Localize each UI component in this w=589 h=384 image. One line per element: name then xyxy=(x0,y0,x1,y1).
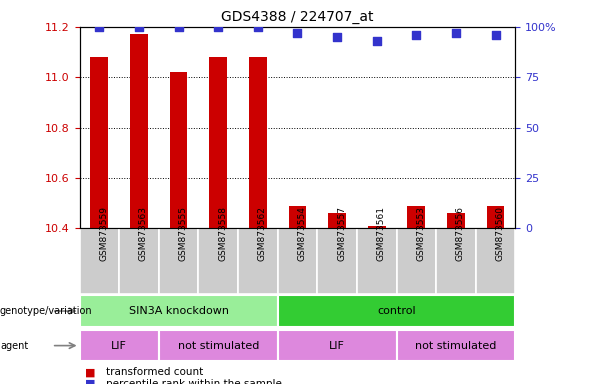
Bar xyxy=(368,226,386,228)
Point xyxy=(213,24,223,30)
Text: GSM873555: GSM873555 xyxy=(178,206,187,261)
Text: LIF: LIF xyxy=(111,341,127,351)
Bar xyxy=(159,330,277,361)
Point xyxy=(174,24,183,30)
Text: GSM873561: GSM873561 xyxy=(377,206,386,261)
Text: genotype/variation: genotype/variation xyxy=(0,306,92,316)
Text: GSM873556: GSM873556 xyxy=(456,206,465,261)
Bar xyxy=(80,296,277,326)
Bar xyxy=(328,214,346,228)
Bar xyxy=(476,228,515,294)
Bar xyxy=(249,57,267,228)
Bar xyxy=(277,296,515,326)
Point xyxy=(134,24,144,30)
Bar xyxy=(159,228,198,294)
Bar xyxy=(357,228,396,294)
Text: transformed count: transformed count xyxy=(106,367,203,377)
Text: not stimulated: not stimulated xyxy=(415,341,497,351)
Text: GSM873559: GSM873559 xyxy=(100,206,108,261)
Title: GDS4388 / 224707_at: GDS4388 / 224707_at xyxy=(221,10,373,25)
Text: GSM873563: GSM873563 xyxy=(139,206,148,261)
Point xyxy=(332,34,342,40)
Bar xyxy=(277,228,317,294)
Text: GSM873554: GSM873554 xyxy=(297,206,306,261)
Bar xyxy=(238,228,277,294)
Bar xyxy=(289,206,306,228)
Text: GSM873553: GSM873553 xyxy=(416,206,425,261)
Text: ■: ■ xyxy=(85,367,96,377)
Bar xyxy=(130,35,148,228)
Text: GSM873558: GSM873558 xyxy=(218,206,227,261)
Text: agent: agent xyxy=(0,341,28,351)
Point xyxy=(491,32,500,38)
Bar xyxy=(80,228,119,294)
Bar xyxy=(408,206,425,228)
Point xyxy=(412,32,421,38)
Text: ■: ■ xyxy=(85,379,96,384)
Text: GSM873562: GSM873562 xyxy=(258,206,267,261)
Bar xyxy=(198,228,238,294)
Text: LIF: LIF xyxy=(329,341,345,351)
Bar xyxy=(396,228,436,294)
Point xyxy=(293,30,302,36)
Bar xyxy=(277,330,396,361)
Point xyxy=(451,30,461,36)
Text: GSM873557: GSM873557 xyxy=(337,206,346,261)
Text: GSM873560: GSM873560 xyxy=(495,206,505,261)
Bar xyxy=(396,330,515,361)
Text: SIN3A knockdown: SIN3A knockdown xyxy=(128,306,229,316)
Text: not stimulated: not stimulated xyxy=(177,341,259,351)
Bar xyxy=(170,72,187,228)
Bar xyxy=(80,330,159,361)
Text: percentile rank within the sample: percentile rank within the sample xyxy=(106,379,282,384)
Point xyxy=(372,38,382,44)
Point xyxy=(95,24,104,30)
Bar xyxy=(447,214,465,228)
Text: control: control xyxy=(377,306,416,316)
Bar xyxy=(91,57,108,228)
Bar xyxy=(317,228,357,294)
Bar xyxy=(436,228,476,294)
Bar xyxy=(487,206,504,228)
Bar xyxy=(209,57,227,228)
Point xyxy=(253,24,263,30)
Bar xyxy=(119,228,159,294)
